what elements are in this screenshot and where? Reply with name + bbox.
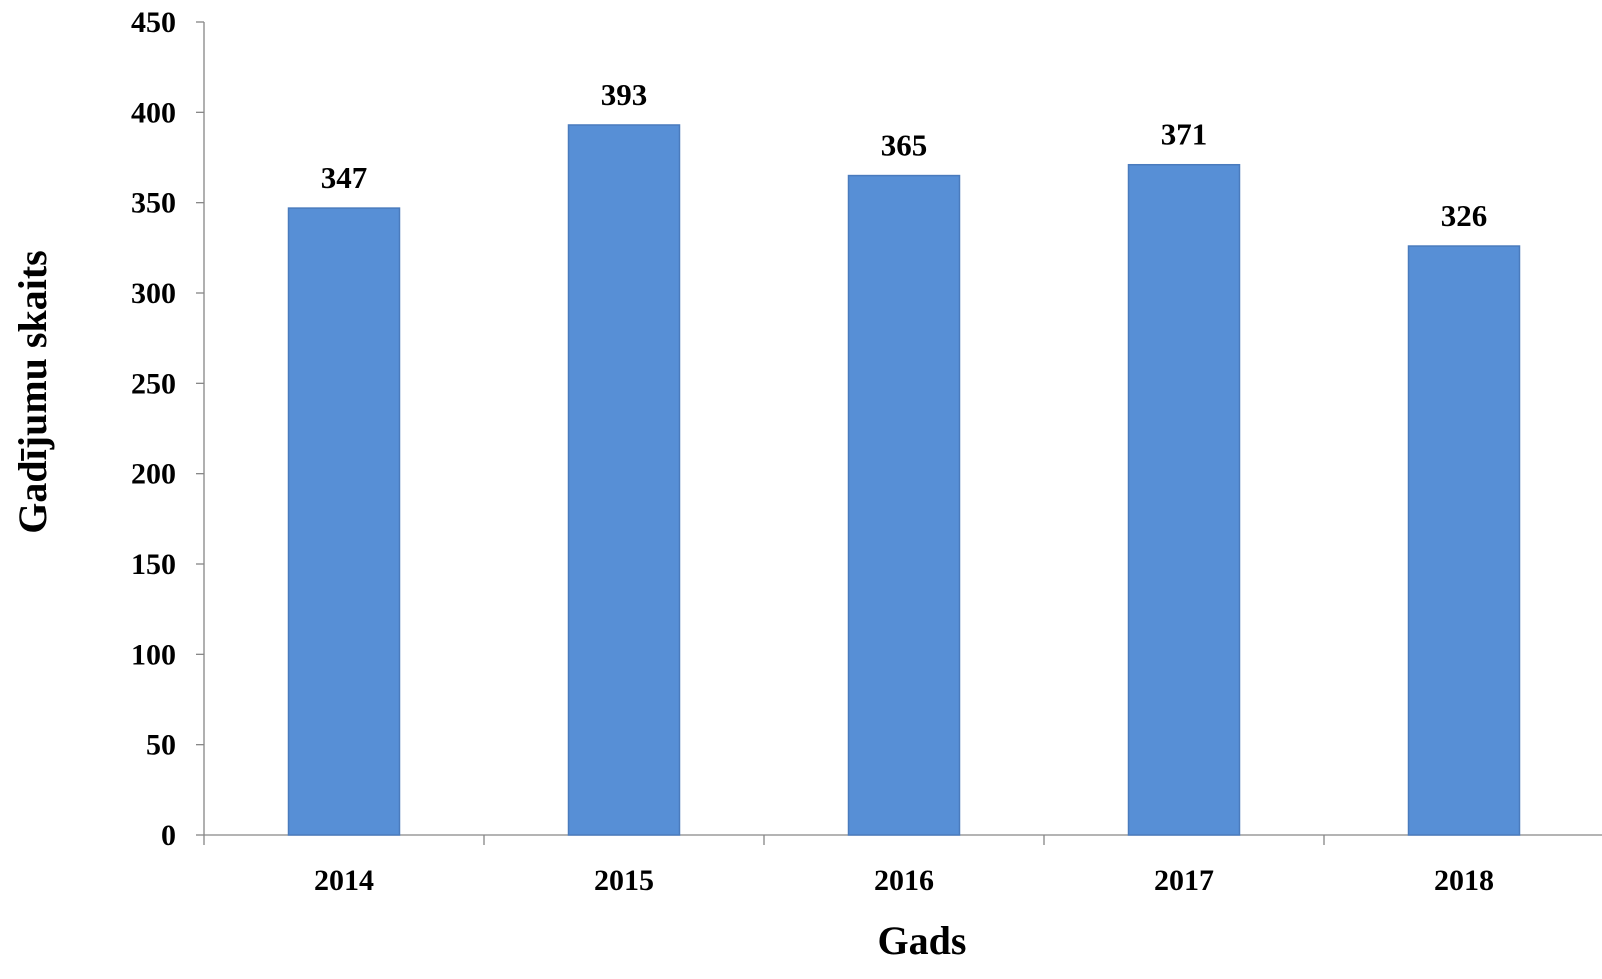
x-tick-label-2017: 2017 [1154,864,1214,897]
y-tick-label: 250 [131,367,176,400]
bar-2017 [1127,163,1241,836]
y-tick-label: 450 [131,6,176,39]
bar-series [287,124,1521,836]
x-axis: 2014 2015 2016 2017 2018 [203,834,1602,897]
data-labels: 347 393 365 371 326 [321,77,1488,233]
x-tick-label-2015: 2015 [594,864,654,897]
x-tick-label-2018: 2018 [1434,864,1494,897]
x-tick-label-2016: 2016 [874,864,934,897]
x-tick-label-2014: 2014 [314,864,374,897]
y-tick-label: 0 [161,819,176,852]
data-label-2017: 371 [1161,117,1208,152]
y-tick-label: 50 [146,729,176,762]
data-label-2014: 347 [321,160,368,195]
y-tick-label: 100 [131,638,176,671]
bar-2014 [287,207,401,836]
y-axis: 0 50 100 150 200 250 300 350 400 450 [131,6,205,852]
bar-2015 [567,124,681,836]
y-tick-label: 150 [131,548,176,581]
y-tick-label: 300 [131,277,176,310]
data-label-2018: 326 [1441,198,1488,233]
x-axis-title: Gads [878,918,967,963]
y-tick-label: 350 [131,187,176,220]
y-tick-label: 400 [131,96,176,129]
data-label-2015: 393 [601,77,648,112]
y-tick-label: 200 [131,458,176,491]
y-axis-title: Gadījumu skaits [10,250,55,533]
bar-2016 [847,174,961,836]
data-label-2016: 365 [881,128,928,163]
bar-2018 [1407,245,1521,836]
